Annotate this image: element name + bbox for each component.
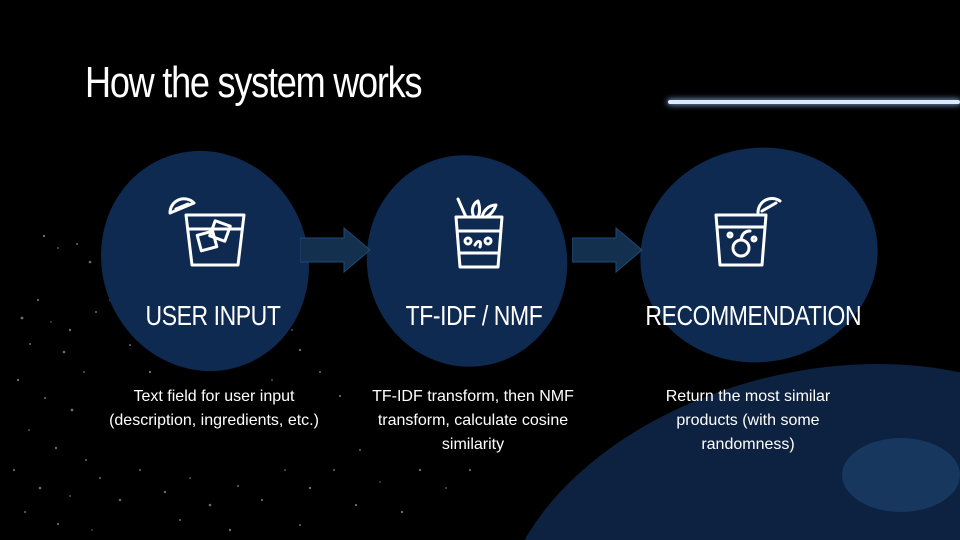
step-2-description: TF-IDF transform, then NMF transform, ca… (372, 388, 574, 453)
arrow-right-icon (300, 227, 371, 273)
page-title: How the system works (85, 58, 423, 107)
cocktail-glass-ice-icon (168, 197, 246, 267)
mojito-glass-icon (454, 197, 504, 269)
step-2-heading: TF-IDF / NMF (405, 300, 543, 331)
step-3-heading: RECOMMENDATION (645, 300, 862, 331)
step-1-description: Text field for user input (description, … (109, 388, 319, 429)
arrow-right-icon (572, 227, 643, 273)
step-1-heading: USER INPUT (145, 300, 281, 331)
accent-line (668, 100, 960, 104)
background-blob-small (842, 438, 960, 512)
step-3-description: Return the most similar products (with s… (665, 388, 831, 453)
cherry-drink-glass-icon (714, 197, 782, 267)
